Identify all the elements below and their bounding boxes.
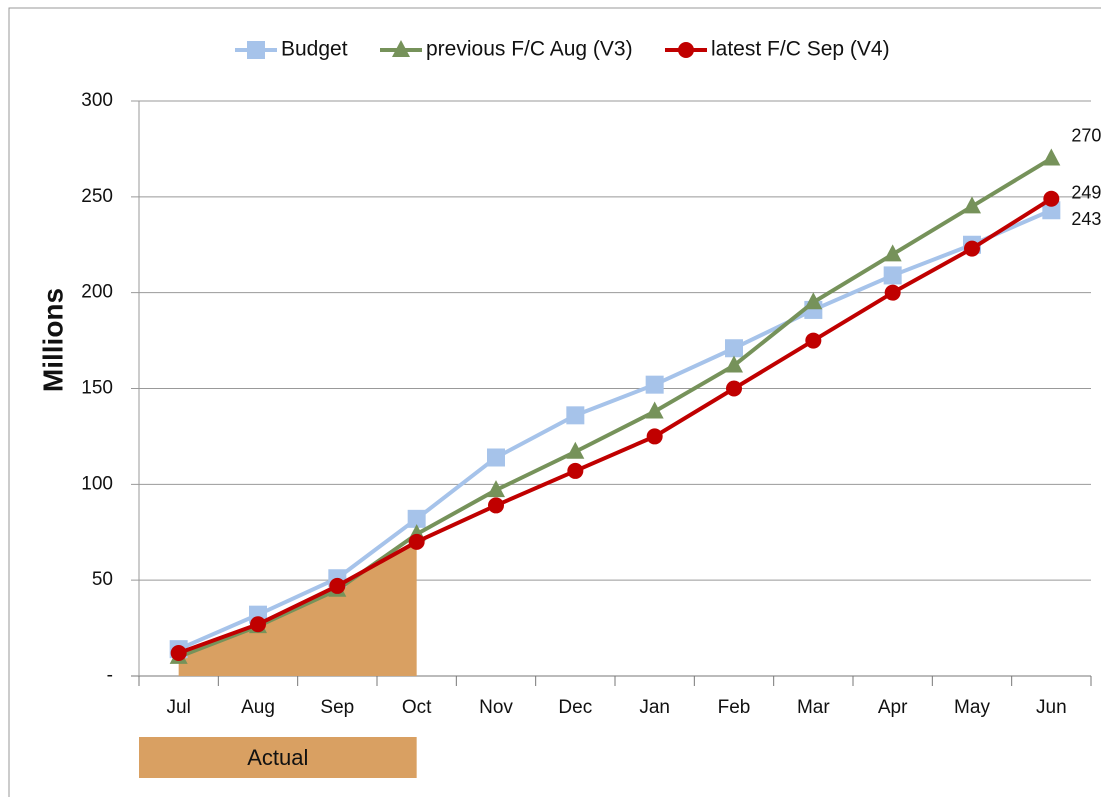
y-tick-label: 50 <box>92 569 113 590</box>
legend-label: latest F/C Sep (V4) <box>711 38 890 61</box>
x-tick-label: Apr <box>878 697 908 718</box>
x-tick-label: May <box>954 697 990 718</box>
y-tick-label: - <box>107 665 113 686</box>
x-tick-label: Nov <box>479 697 513 718</box>
marker <box>678 42 694 58</box>
marker <box>247 41 265 59</box>
marker <box>804 292 823 310</box>
series-line <box>177 208 1053 652</box>
marker <box>645 375 664 394</box>
x-tick-label: Sep <box>320 697 354 718</box>
x-tick-label: Feb <box>718 697 751 718</box>
x-tick-label: Mar <box>797 697 830 718</box>
legend-label: Budget <box>281 38 348 61</box>
data-label: 243 <box>1071 209 1101 229</box>
data-label: 249 <box>1071 183 1101 203</box>
marker <box>1042 148 1061 166</box>
marker <box>487 448 505 467</box>
marker <box>488 497 504 514</box>
marker <box>725 339 743 358</box>
marker <box>566 441 585 459</box>
marker <box>883 266 902 285</box>
x-tick-label: Jan <box>639 697 670 718</box>
marker <box>884 284 901 301</box>
marker <box>250 616 266 633</box>
y-tick-label: 250 <box>81 186 113 207</box>
marker <box>407 509 426 528</box>
marker <box>567 462 584 479</box>
x-tick-label: Oct <box>402 697 432 718</box>
marker <box>408 533 425 550</box>
data-label: 270 <box>1071 125 1101 145</box>
x-tick-label: Aug <box>241 697 275 718</box>
marker <box>487 480 505 498</box>
marker <box>805 332 822 349</box>
legend-label: previous F/C Aug (V3) <box>426 38 633 61</box>
x-tick-label: Jun <box>1036 697 1067 718</box>
actual-label: Actual <box>247 745 308 770</box>
chart-frame <box>8 7 1101 797</box>
marker <box>964 240 980 257</box>
marker <box>645 401 664 419</box>
x-tick-label: Dec <box>558 697 592 718</box>
series-line <box>177 156 1053 659</box>
y-axis-label: Millions <box>37 288 68 392</box>
series-line <box>177 197 1053 655</box>
marker <box>1042 201 1061 220</box>
marker <box>726 380 742 397</box>
y-tick-label: 300 <box>81 90 113 111</box>
y-tick-label: 100 <box>81 473 113 494</box>
y-tick-label: 150 <box>81 378 113 399</box>
marker <box>963 196 981 214</box>
marker <box>566 406 585 425</box>
marker <box>392 40 410 57</box>
y-tick-label: 200 <box>81 282 113 303</box>
marker <box>170 645 187 661</box>
marker <box>725 355 743 373</box>
x-tick-label: Jul <box>167 697 191 718</box>
marker <box>883 244 902 262</box>
marker <box>1043 190 1060 207</box>
marker <box>329 577 346 594</box>
actual-box <box>139 737 417 778</box>
marker <box>646 428 663 445</box>
